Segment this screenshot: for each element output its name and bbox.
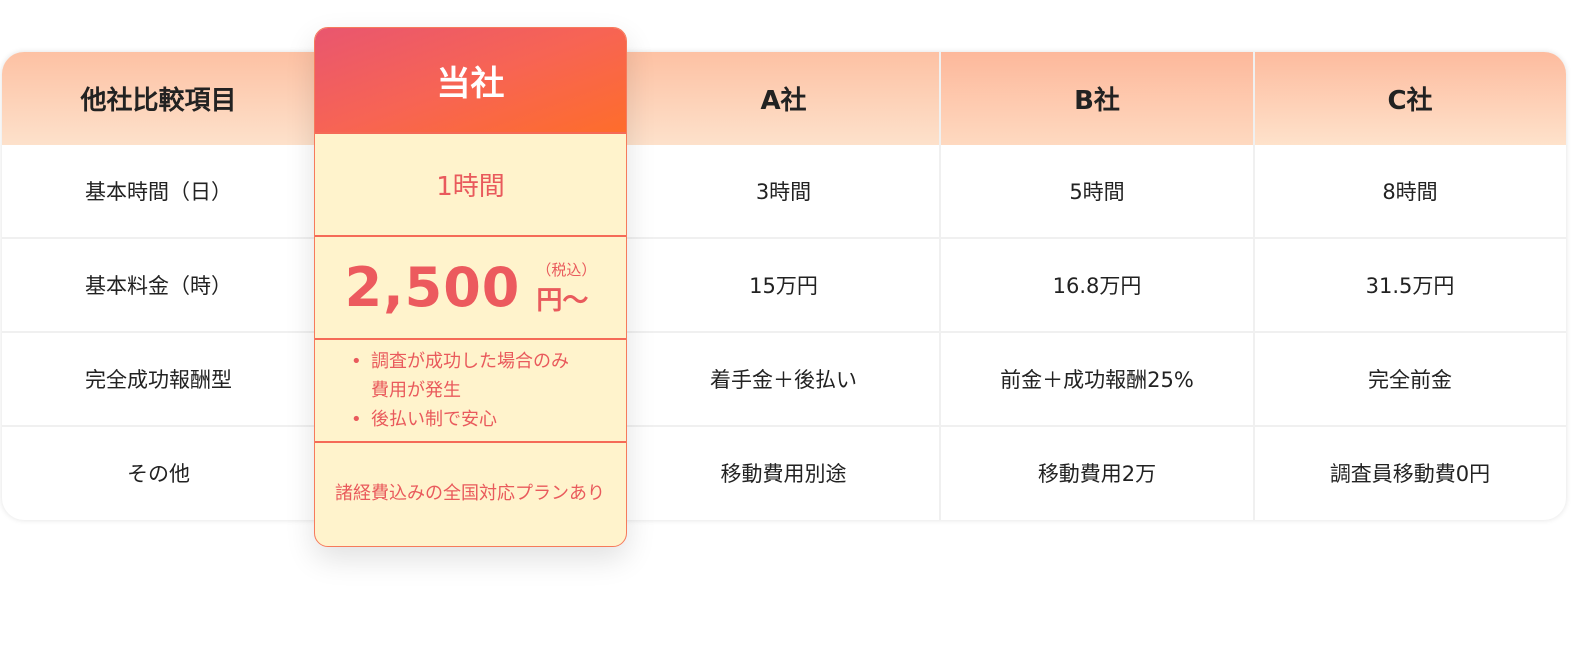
header-company-a: A社 <box>627 52 940 145</box>
cell-company-b: 5時間 <box>940 145 1254 239</box>
featured-tax-note: （税込） <box>536 260 597 279</box>
featured-bullets-row: 調査が成功した場合のみ費用が発生 後払い制で安心 <box>315 338 626 441</box>
divider <box>1253 52 1255 520</box>
featured-price-unit: 円〜 <box>536 285 589 316</box>
row-label: 完全成功報酬型 <box>2 333 315 427</box>
divider <box>939 52 941 520</box>
cell-company-c: 完全前金 <box>1254 333 1566 427</box>
cell-company-a: 着手金＋後払い <box>627 333 940 427</box>
comparison-table: 他社比較項目 A社 B社 C社 基本時間（日） 3時間 5時間 8時間 基本料金（時） 1… <box>2 52 1566 520</box>
cell-company-c: 31.5万円 <box>1254 239 1566 333</box>
cell-company-b: 16.8万円 <box>940 239 1254 333</box>
featured-price: 2,500 <box>344 256 521 319</box>
cell-company-c: 調査員移動費0円 <box>1329 462 1491 486</box>
cell-company-a: 15万円 <box>627 239 940 333</box>
cell-company-c: 8時間 <box>1254 145 1566 239</box>
row-label: その他 <box>127 462 190 486</box>
cell-company-b: 前金＋成功報酬25% <box>940 333 1254 427</box>
featured-price-row: 2,500 （税込） 円〜 <box>315 235 626 338</box>
featured-time: 1時間 <box>315 132 626 235</box>
bullet-item: 後払い制で安心 <box>351 405 626 434</box>
featured-header: 当社 <box>315 28 626 132</box>
header-label-col: 他社比較項目 <box>2 52 315 145</box>
featured-bullets: 調査が成功した場合のみ費用が発生 後払い制で安心 <box>315 347 626 434</box>
cell-company-b: 移動費用2万 <box>1037 462 1157 486</box>
row-label: 基本時間（日） <box>2 145 315 239</box>
header-company-b: B社 <box>940 52 1254 145</box>
header-company-c: C社 <box>1254 52 1566 145</box>
bullet-item: 調査が成功した場合のみ費用が発生 <box>351 347 586 405</box>
featured-column-card: 当社 1時間 2,500 （税込） 円〜 調査が成功した場合のみ費用が発生 後払… <box>314 27 627 547</box>
cell-company-a: 移動費用別途 <box>720 462 847 486</box>
cell-company-a: 3時間 <box>627 145 940 239</box>
row-label: 基本料金（時） <box>2 239 315 333</box>
featured-other: 諸経費込みの全国対応プランあり <box>315 441 626 544</box>
